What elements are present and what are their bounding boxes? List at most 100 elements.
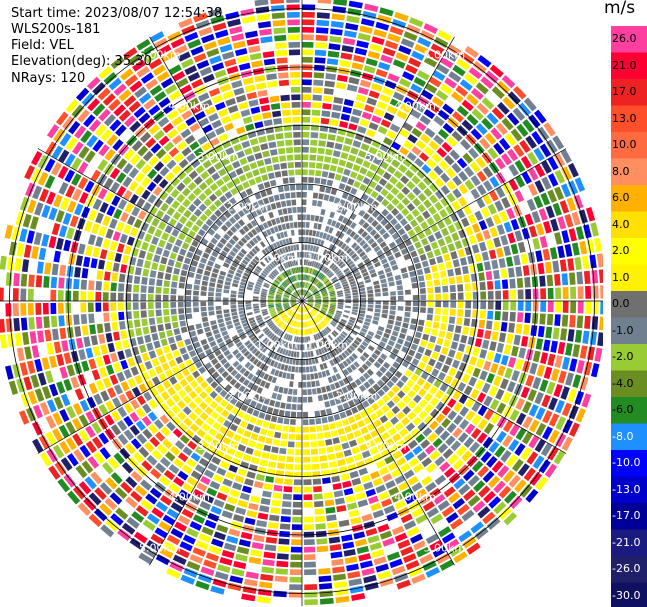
velocity-gate bbox=[120, 481, 133, 494]
velocity-gate bbox=[91, 223, 100, 235]
velocity-gate bbox=[307, 303, 313, 307]
velocity-gate bbox=[359, 375, 366, 383]
velocity-gate bbox=[590, 363, 600, 378]
velocity-gate bbox=[463, 385, 473, 396]
velocity-gate bbox=[223, 305, 229, 310]
velocity-gate bbox=[426, 217, 435, 226]
velocity-gate bbox=[372, 477, 383, 487]
velocity-gate bbox=[297, 336, 301, 343]
colorbar-tick-label: 21.0 bbox=[612, 58, 637, 72]
velocity-gate bbox=[348, 578, 363, 587]
velocity-gate bbox=[316, 315, 321, 321]
velocity-gate bbox=[541, 394, 551, 408]
velocity-gate bbox=[305, 329, 308, 335]
velocity-gate bbox=[352, 298, 359, 301]
velocity-gate bbox=[250, 549, 263, 557]
velocity-gate bbox=[305, 259, 309, 266]
velocity-gate bbox=[290, 299, 297, 301]
velocity-gate bbox=[520, 253, 529, 265]
velocity-gate bbox=[199, 391, 208, 400]
velocity-gate bbox=[307, 396, 313, 403]
velocity-gate bbox=[399, 77, 412, 88]
velocity-gate bbox=[46, 448, 58, 463]
velocity-gate bbox=[376, 345, 384, 352]
velocity-gate bbox=[246, 330, 253, 336]
velocity-gate bbox=[300, 274, 302, 281]
velocity-gate bbox=[186, 344, 194, 352]
velocity-gate bbox=[43, 316, 50, 329]
velocity-gate bbox=[95, 291, 102, 301]
velocity-gate bbox=[276, 307, 283, 311]
velocity-gate bbox=[113, 362, 122, 373]
velocity-gate bbox=[325, 438, 333, 446]
velocity-gate bbox=[114, 341, 123, 351]
velocity-gate bbox=[260, 104, 271, 112]
velocity-gate bbox=[107, 387, 117, 399]
velocity-gate bbox=[417, 247, 425, 255]
velocity-gate bbox=[330, 429, 339, 437]
velocity-gate bbox=[378, 341, 386, 348]
velocity-gate bbox=[433, 279, 441, 287]
velocity-gate bbox=[500, 378, 509, 390]
velocity-gate bbox=[311, 117, 320, 124]
velocity-gate bbox=[306, 305, 311, 310]
velocity-gate bbox=[53, 128, 66, 143]
velocity-gate bbox=[435, 293, 442, 300]
velocity-gate bbox=[302, 396, 308, 403]
velocity-gate bbox=[346, 432, 355, 441]
velocity-gate bbox=[329, 292, 336, 295]
velocity-gate bbox=[448, 492, 461, 504]
velocity-gate bbox=[340, 113, 351, 121]
velocity-gate bbox=[49, 383, 59, 397]
velocity-gate bbox=[347, 178, 355, 186]
velocity-gate bbox=[272, 439, 280, 446]
velocity-gate bbox=[16, 347, 25, 362]
velocity-gate bbox=[370, 323, 378, 329]
velocity-gate bbox=[367, 377, 376, 386]
velocity-gate bbox=[309, 222, 314, 229]
velocity-gate bbox=[493, 321, 501, 331]
velocity-gate bbox=[110, 292, 117, 301]
velocity-gate bbox=[414, 331, 422, 339]
velocity-gate bbox=[312, 230, 317, 237]
velocity-gate bbox=[437, 30, 452, 42]
velocity-gate bbox=[382, 361, 391, 370]
velocity-gate bbox=[302, 306, 305, 313]
elevation-label: Elevation(deg): 35.30 bbox=[11, 54, 152, 69]
velocity-gate bbox=[442, 103, 455, 115]
velocity-gate bbox=[302, 176, 308, 183]
velocity-gate bbox=[48, 355, 58, 369]
velocity-gate bbox=[279, 155, 287, 162]
velocity-gate bbox=[223, 334, 230, 341]
velocity-gate bbox=[171, 200, 180, 210]
velocity-gate bbox=[259, 241, 266, 248]
velocity-gate bbox=[367, 396, 375, 405]
velocity-gate bbox=[181, 109, 193, 120]
velocity-gate bbox=[296, 251, 300, 258]
velocity-gate bbox=[245, 123, 255, 132]
velocity-gate bbox=[269, 290, 275, 294]
velocity-gate bbox=[201, 223, 210, 232]
velocity-gate bbox=[482, 229, 491, 240]
velocity-gate bbox=[226, 65, 239, 75]
velocity-gate bbox=[311, 343, 315, 349]
velocity-gate bbox=[388, 444, 399, 454]
velocity-gate bbox=[259, 581, 273, 589]
velocity-gate bbox=[493, 142, 505, 155]
velocity-gate bbox=[196, 59, 210, 70]
velocity-gate bbox=[337, 272, 343, 278]
velocity-gate bbox=[371, 115, 382, 124]
velocity-gate bbox=[211, 272, 218, 279]
velocity-gate bbox=[400, 327, 408, 334]
velocity-gate bbox=[247, 373, 254, 380]
velocity-gate bbox=[349, 280, 356, 285]
velocity-gate bbox=[276, 393, 283, 401]
velocity-gate bbox=[308, 411, 315, 418]
velocity-gate bbox=[380, 218, 389, 227]
velocity-gate bbox=[342, 541, 355, 550]
velocity-gate bbox=[240, 404, 249, 412]
velocity-gate bbox=[350, 381, 358, 389]
velocity-gate bbox=[291, 199, 297, 206]
velocity-gate bbox=[330, 302, 337, 305]
velocity-gate bbox=[311, 358, 316, 365]
